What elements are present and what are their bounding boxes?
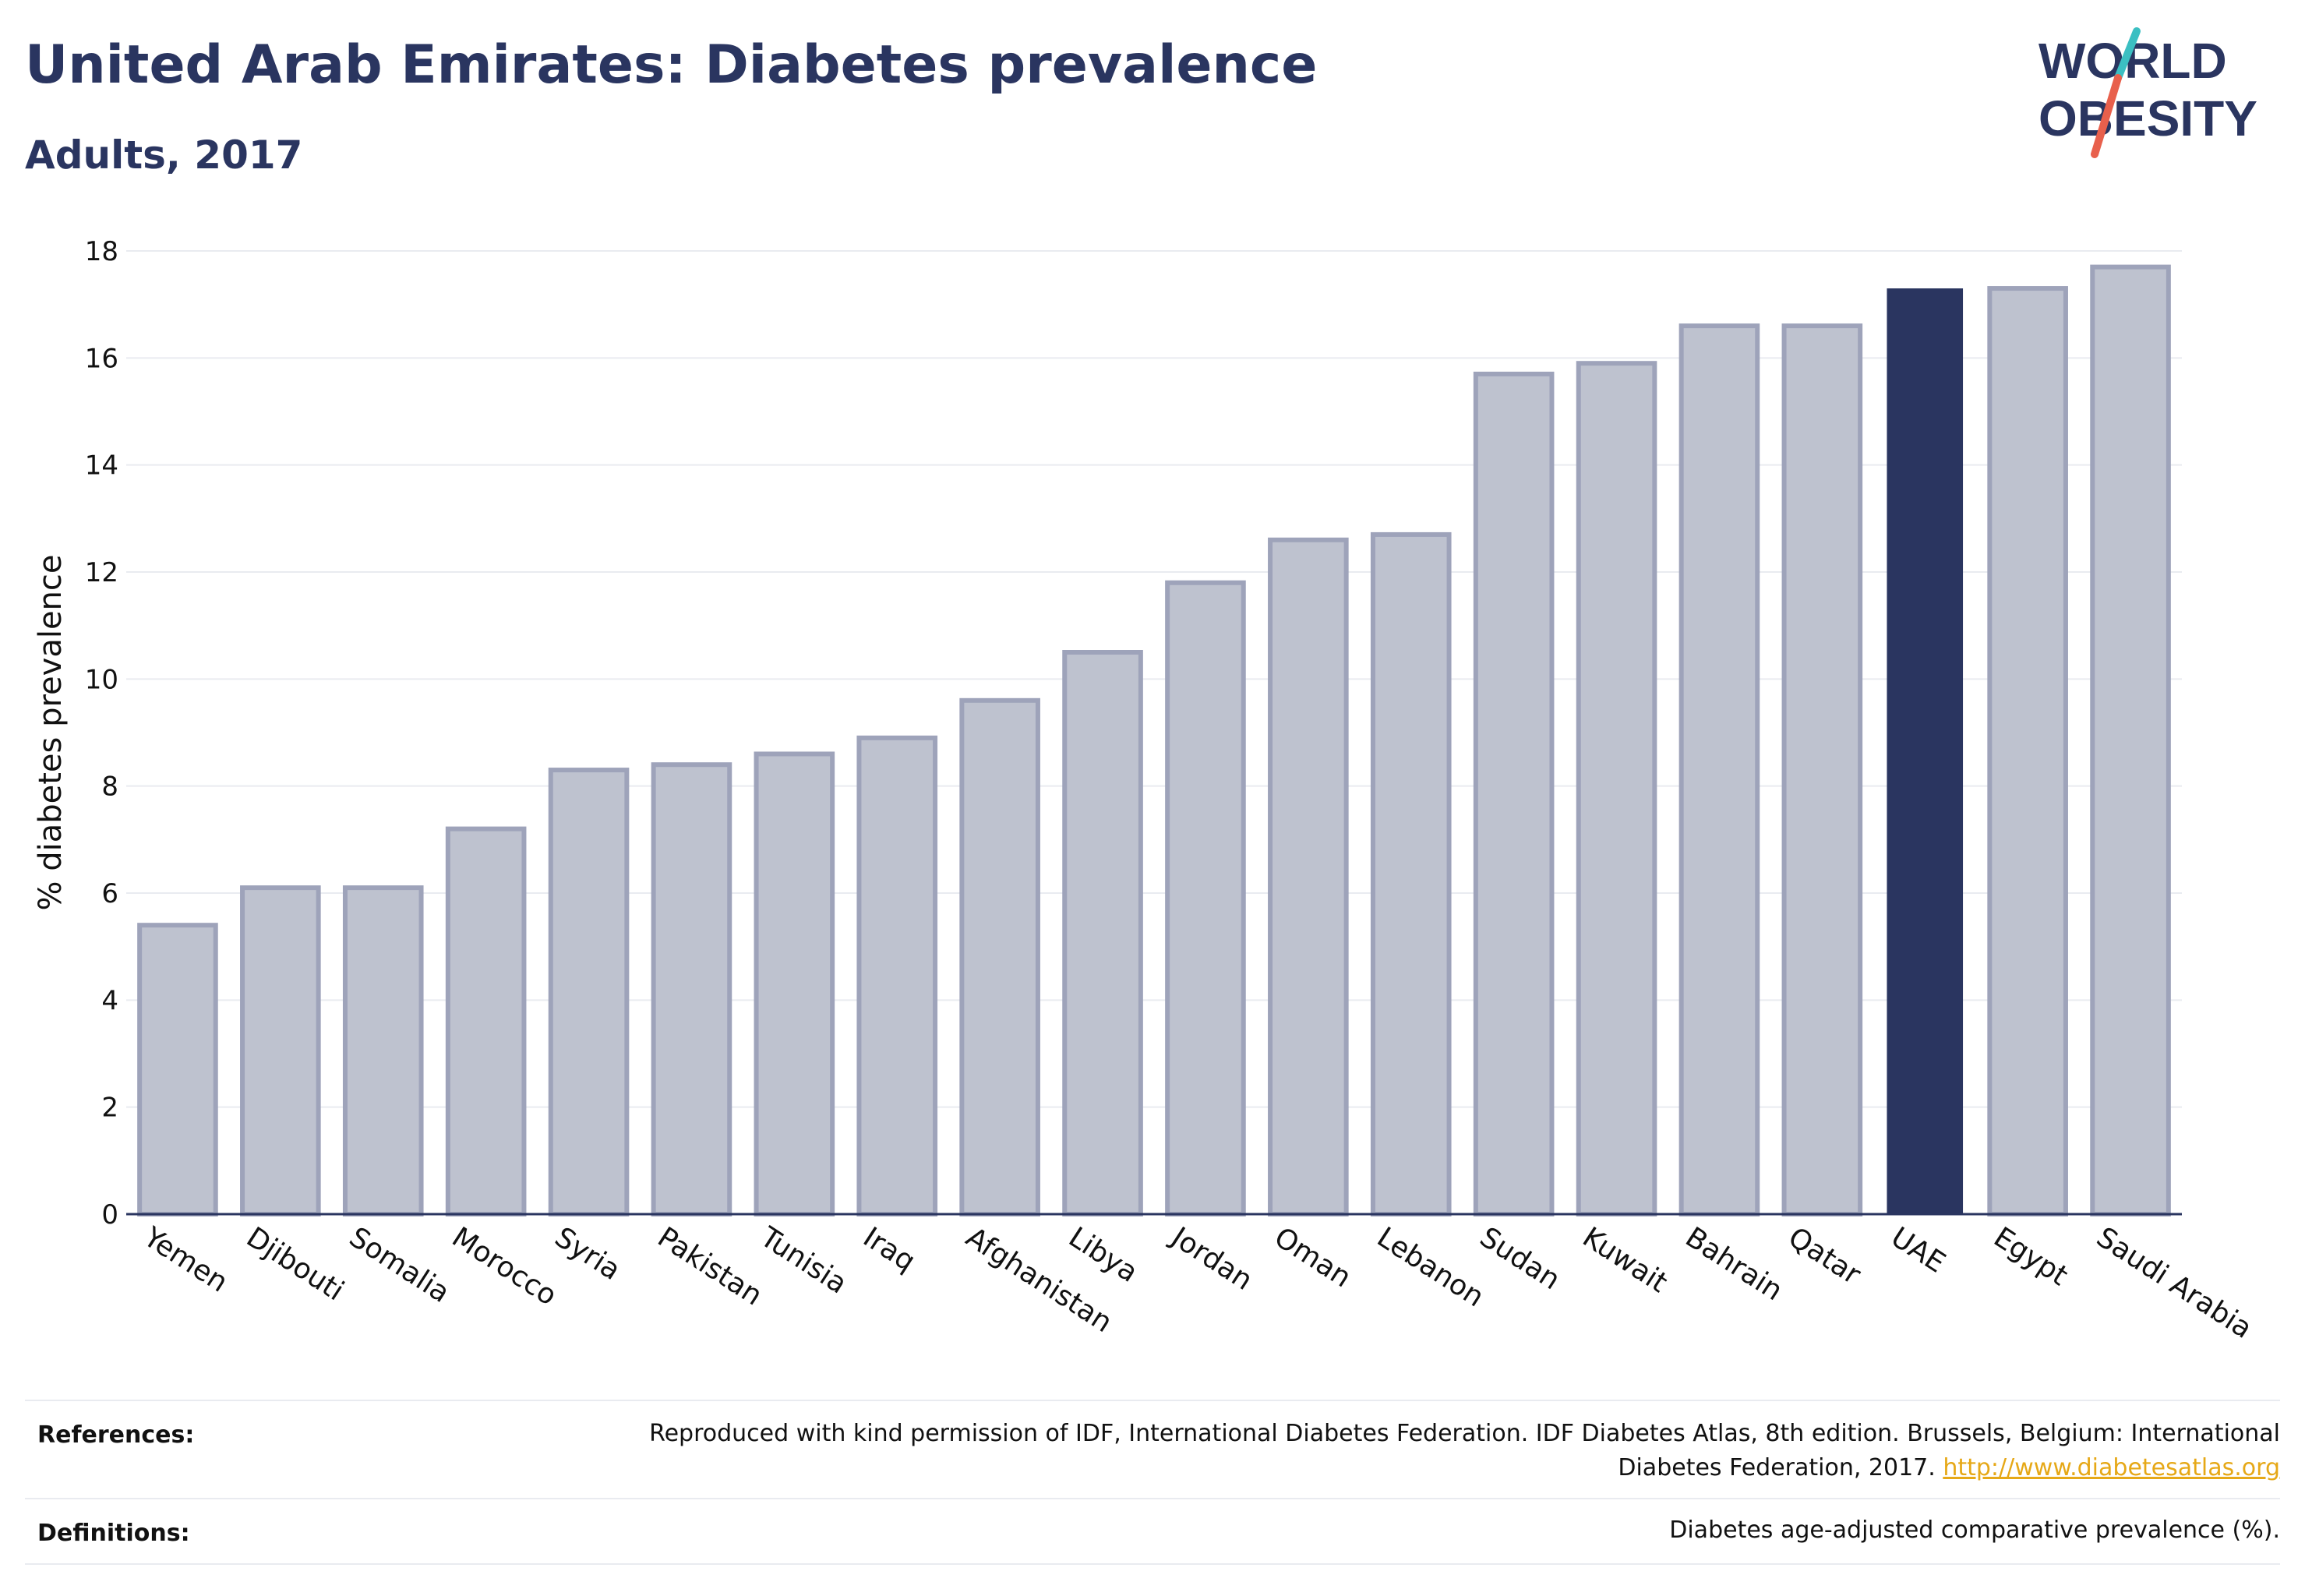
- x-tick-label: Tunisia: [754, 1221, 852, 1301]
- bar-sudan: [1473, 371, 1555, 1216]
- divider-top: [25, 1400, 2280, 1401]
- bar-egypt: [1987, 286, 2068, 1217]
- x-tick-label: Pakistan: [652, 1221, 768, 1312]
- y-tick-labels: 0 2 4 6 8 10 12 14 16 18: [85, 236, 118, 1231]
- x-tick-label: Oman: [1269, 1221, 1357, 1294]
- y-tick-label: 2: [101, 1093, 118, 1124]
- x-tick-label: Qatar: [1782, 1221, 1866, 1291]
- bar-jordan: [1165, 580, 1246, 1216]
- x-tick-label: Yemen: [137, 1221, 233, 1299]
- x-tick-label: Morocco: [447, 1221, 563, 1312]
- logo-line-2: OBESITY: [2038, 90, 2257, 147]
- bar-kuwait: [1576, 361, 1657, 1217]
- bar-lebanon: [1370, 531, 1452, 1216]
- bar-morocco: [445, 826, 527, 1216]
- bar-yemen: [137, 923, 218, 1216]
- bar-libya: [1062, 650, 1143, 1216]
- x-tick-label: UAE: [1885, 1221, 1950, 1280]
- bar-pakistan: [651, 762, 732, 1216]
- x-tick-label: Iraq: [857, 1221, 920, 1278]
- world-obesity-logo: WORLD OBESITY: [2038, 27, 2257, 158]
- divider-bottom: [25, 1563, 2280, 1565]
- y-tick-label: 4: [101, 985, 118, 1016]
- bar-iraq: [856, 735, 938, 1216]
- x-tick-label: Jordan: [1164, 1220, 1258, 1297]
- definitions-text: Diabetes age-adjusted comparative preval…: [1669, 1517, 2280, 1544]
- y-tick-label: 10: [85, 664, 118, 695]
- bars: [137, 264, 2171, 1217]
- x-tick-label: Bahrain: [1680, 1221, 1788, 1307]
- logo-slash-teal: [2114, 27, 2141, 82]
- y-tick-label: 8: [101, 772, 118, 803]
- bar-saudi-arabia: [2090, 264, 2171, 1217]
- gridlines: [126, 250, 2182, 1108]
- y-tick-label: 14: [85, 450, 118, 482]
- x-tick-label: Libya: [1063, 1221, 1143, 1289]
- references-label: References:: [37, 1421, 195, 1449]
- x-tick-label: Kuwait: [1577, 1221, 1673, 1299]
- bar-qatar: [1781, 323, 1863, 1217]
- y-tick-label: 0: [101, 1199, 118, 1231]
- bar-tunisia: [754, 751, 835, 1216]
- logo-slash-coral: [2091, 74, 2122, 158]
- x-tick-label: Egypt: [1988, 1221, 2073, 1292]
- bar-afghanistan: [959, 697, 1040, 1216]
- bar-syria: [548, 768, 630, 1216]
- definitions-label: Definitions:: [37, 1520, 190, 1547]
- bar-bahrain: [1678, 323, 1760, 1217]
- x-tick-label: Lebanon: [1371, 1221, 1490, 1313]
- bar-oman: [1268, 537, 1349, 1216]
- bar-chart: 0 2 4 6 8 10 12 14 16 18 Yemen DjiboutiSomaliaMoro…: [33, 236, 2257, 1345]
- y-axis-label: % diabetes prevalence: [33, 554, 69, 910]
- references-text: Reproduced with kind permission of IDF, …: [644, 1417, 2280, 1485]
- bar-somalia: [342, 885, 424, 1216]
- y-tick-label: 12: [85, 557, 118, 588]
- x-tick-label: Syria: [549, 1221, 627, 1287]
- x-tick-label: Djibouti: [241, 1221, 349, 1307]
- page-title: United Arab Emirates: Diabetes prevalenc…: [25, 34, 1318, 96]
- bar-djibouti: [240, 885, 321, 1216]
- x-tick-label: Saudi Arabia: [2091, 1221, 2257, 1345]
- y-tick-label: 18: [85, 236, 118, 267]
- x-tick-label: Somalia: [344, 1221, 455, 1309]
- references-link[interactable]: http://www.diabetesatlas.org: [1943, 1454, 2280, 1481]
- references-body: Reproduced with kind permission of IDF, …: [649, 1420, 2280, 1481]
- y-tick-label: 16: [85, 343, 118, 374]
- y-tick-label: 6: [101, 878, 118, 909]
- page-subtitle: Adults, 2017: [25, 132, 303, 178]
- divider-middle: [25, 1498, 2280, 1499]
- bar-uae: [1887, 288, 1964, 1215]
